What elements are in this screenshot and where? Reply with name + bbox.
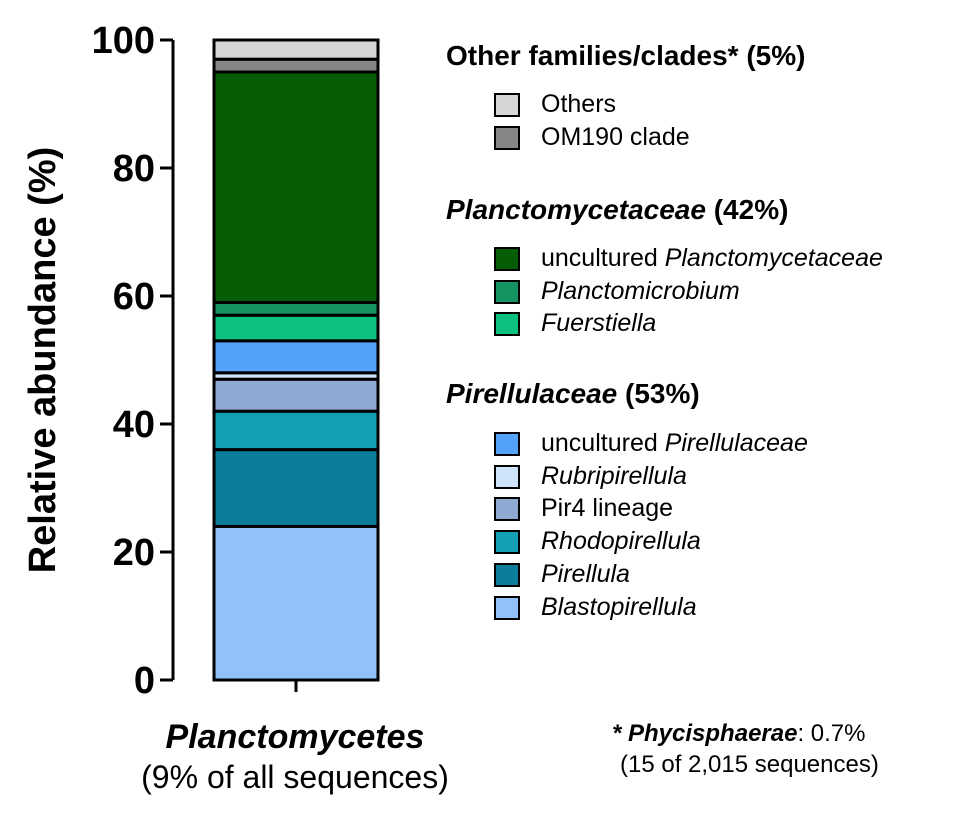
legend-swatch bbox=[494, 464, 520, 489]
legend-group-name: Pirellulaceae bbox=[446, 378, 618, 409]
legend-swatch bbox=[494, 595, 520, 620]
legend-label: Pir4 lineage bbox=[541, 494, 673, 523]
footnote: * Phycisphaerae: 0.7% (15 of 2,015 seque… bbox=[612, 718, 879, 780]
legend-label-name: OM190 clade bbox=[541, 122, 690, 151]
bar-segment-others bbox=[212, 38, 380, 61]
legend-label-name: Fuerstiella bbox=[541, 309, 657, 338]
legend-label-prefix: uncultured bbox=[541, 429, 665, 457]
legend-label: OM190 clade bbox=[541, 123, 690, 152]
legend-group-title: Planctomycetaceae (42%) bbox=[446, 194, 788, 226]
legend-swatch bbox=[494, 312, 520, 337]
legend-group-pct: (5%) bbox=[746, 40, 806, 71]
bar-segment-planctomicrobium bbox=[212, 300, 380, 317]
footnote-marker: * bbox=[612, 720, 629, 747]
legend-label-name: Rhodopirellula bbox=[541, 527, 701, 556]
y-tick-label: 0 bbox=[134, 660, 155, 702]
legend-label: Planctomicrobium bbox=[541, 277, 740, 306]
bar-segment-uncultured-planctomycetaceae bbox=[212, 70, 380, 304]
bar-segment-pirellula bbox=[212, 448, 380, 528]
bar-segment-pir4-lineage bbox=[212, 377, 380, 413]
y-axis: 0 20 40 60 80 100 bbox=[92, 20, 175, 702]
legend-group-title: Pirellulaceae (53%) bbox=[446, 378, 700, 410]
y-tick-label: 80 bbox=[113, 148, 155, 190]
legend-swatch bbox=[494, 247, 520, 271]
legend-label: Pirellula bbox=[541, 560, 630, 589]
footnote-name: Phycisphaerae bbox=[628, 720, 798, 747]
legend-swatch bbox=[494, 279, 520, 304]
legend-swatch bbox=[494, 530, 520, 555]
legend-swatch bbox=[494, 93, 520, 117]
x-category-label: Planctomycetes (9% of all sequences) bbox=[60, 718, 530, 796]
y-axis-title: Relative abundance (%) bbox=[22, 147, 64, 574]
legend-label: Fuerstiella bbox=[541, 309, 656, 338]
legend-label-name: Blastopirellula bbox=[541, 592, 697, 621]
y-tick-label: 40 bbox=[113, 404, 155, 446]
legend-label-name: Others bbox=[541, 90, 617, 118]
bar-segment-rhodopirellula bbox=[212, 409, 380, 452]
footnote-detail: (15 of 2,015 sequences) bbox=[620, 751, 879, 778]
legend-swatch bbox=[494, 497, 520, 522]
legend-group-title: Other families/clades* (5%) bbox=[446, 40, 805, 72]
legend-swatch bbox=[494, 562, 520, 587]
legend-group-name: Other families/clades* bbox=[446, 40, 739, 71]
legend-label: Blastopirellula bbox=[541, 593, 697, 622]
legend-label-name: Pir4 lineage bbox=[541, 494, 674, 523]
bar-segment-uncultured-pirellulaceae bbox=[212, 339, 380, 375]
legend-group-pct: (53%) bbox=[625, 378, 700, 409]
legend-group-name: Planctomycetaceae bbox=[446, 194, 706, 225]
legend-label-name: Rubripirellula bbox=[541, 461, 687, 490]
legend-label-name: Planctomicrobium bbox=[541, 276, 740, 305]
legend-swatch bbox=[494, 432, 520, 456]
y-tick-label: 100 bbox=[92, 20, 155, 62]
legend-label-name: Pirellulaceae bbox=[664, 429, 808, 457]
legend-group-pct: (42%) bbox=[713, 194, 789, 225]
y-tick-label: 60 bbox=[113, 276, 155, 318]
legend-swatch bbox=[494, 125, 520, 150]
category-subtitle: (9% of all sequences) bbox=[141, 759, 449, 795]
bar-segment-blastopirellula bbox=[212, 524, 380, 682]
category-name: Planctomycetes bbox=[165, 718, 425, 756]
legend-label: uncultured Pirellulaceae bbox=[541, 429, 808, 458]
bar-segment-om190-clade bbox=[212, 57, 380, 74]
legend-label: Rubripirellula bbox=[541, 462, 687, 491]
bar-segment-fuerstiella bbox=[212, 313, 380, 343]
footnote-value: : 0.7% bbox=[797, 720, 866, 747]
bar-segments bbox=[212, 38, 380, 682]
legend-label: Rhodopirellula bbox=[541, 527, 701, 556]
legend-label-name: Planctomycetaceae bbox=[664, 244, 883, 272]
legend-label-name: Pirellula bbox=[541, 559, 630, 588]
y-tick-label: 20 bbox=[113, 532, 155, 574]
legend-label-prefix: uncultured bbox=[541, 244, 665, 272]
footnote-line-1: * Phycisphaerae: 0.7% bbox=[612, 718, 879, 749]
legend-label: uncultured Planctomycetaceae bbox=[541, 244, 883, 273]
y-axis-label-group: Relative abundance (%) bbox=[22, 147, 64, 574]
legend-label: Others bbox=[541, 90, 616, 119]
